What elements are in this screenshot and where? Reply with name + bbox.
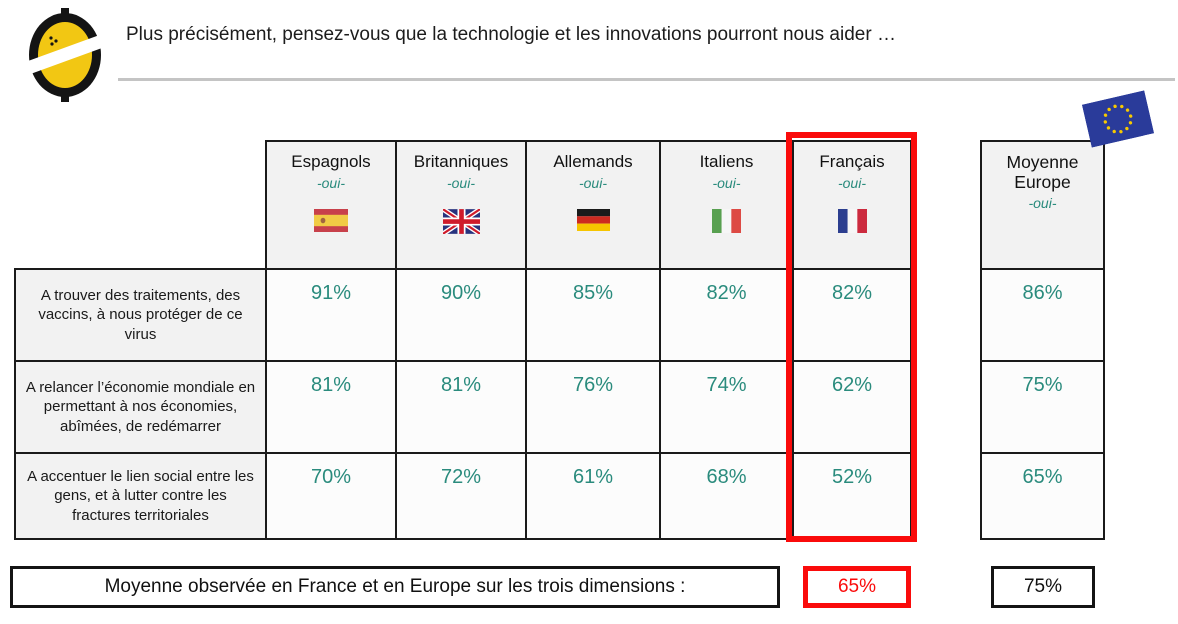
value-cell: 76% (525, 360, 661, 454)
value-cell: 72% (395, 452, 527, 540)
row-label-traitements: A trouver des traitements, des vaccins, … (14, 268, 267, 362)
value-cell: 62% (792, 360, 912, 454)
summary-label-box: Moyenne observée en France et en Europe … (10, 566, 780, 608)
column-header-moyenne-europe: Moyenne Europe -oui- (980, 140, 1105, 270)
column-header-britanniques: Britanniques -oui- (395, 140, 527, 270)
column-header-allemands: Allemands -oui- (525, 140, 661, 270)
value-cell: 74% (659, 360, 794, 454)
row-label-lien-social: A accentuer le lien social entre les gen… (14, 452, 267, 540)
column-label: Espagnols (291, 152, 371, 171)
italy-flag-icon (661, 208, 792, 233)
value-cell: 81% (265, 360, 397, 454)
column-header-italiens: Italiens -oui- (659, 140, 794, 270)
spain-flag-icon (267, 208, 395, 232)
column-header-espagnols: Espagnols -oui- (265, 140, 397, 270)
summary-europe-value-box: 75% (991, 566, 1095, 608)
column-header-francais: Français -oui- (792, 140, 912, 270)
column-label: Moyenne Europe (1006, 152, 1079, 193)
lemon-logo (12, 8, 117, 107)
column-oui-label: -oui- (578, 174, 607, 191)
eu-flag-icon (1081, 90, 1155, 148)
germany-flag-icon (527, 208, 659, 231)
title-divider (118, 78, 1175, 81)
column-oui-label: -oui- (837, 174, 866, 191)
page-title: Plus précisément, pensez-vous que la tec… (126, 24, 896, 45)
value-cell: 82% (792, 268, 912, 362)
column-label: Italiens (699, 152, 754, 171)
column-label: Français (819, 152, 885, 171)
value-cell: 65% (980, 452, 1105, 540)
uk-flag-icon (397, 206, 525, 236)
column-oui-label: -oui- (1028, 195, 1057, 212)
summary-europe-value: 75% (1023, 576, 1063, 597)
value-cell: 91% (265, 268, 397, 362)
value-cell: 68% (659, 452, 794, 540)
value-cell: 61% (525, 452, 661, 540)
summary-label: Moyenne observée en France et en Europe … (104, 576, 686, 597)
value-cell: 85% (525, 268, 661, 362)
value-cell: 90% (395, 268, 527, 362)
row-label-economie: A relancer l’économie mondiale en permet… (14, 360, 267, 454)
column-oui-label: -oui- (316, 174, 345, 191)
value-cell: 81% (395, 360, 527, 454)
europe-average-table: Moyenne Europe -oui- 86% 75% 65% (980, 140, 1105, 540)
column-label: Britanniques (413, 152, 509, 171)
value-cell: 52% (792, 452, 912, 540)
summary-france-value-box: 65% (803, 566, 911, 608)
value-cell: 75% (980, 360, 1105, 454)
france-flag-icon (794, 208, 910, 233)
value-cell: 82% (659, 268, 794, 362)
survey-table: Espagnols -oui- Britanniques -oui- Allem… (14, 140, 912, 540)
column-oui-label: -oui- (446, 174, 475, 191)
corner-cell (15, 141, 266, 269)
column-oui-label: -oui- (712, 174, 741, 191)
value-cell: 86% (980, 268, 1105, 362)
lemon-logo-icon (12, 8, 117, 102)
summary-france-value: 65% (837, 576, 877, 597)
value-cell: 70% (265, 452, 397, 540)
column-label: Allemands (553, 152, 633, 171)
